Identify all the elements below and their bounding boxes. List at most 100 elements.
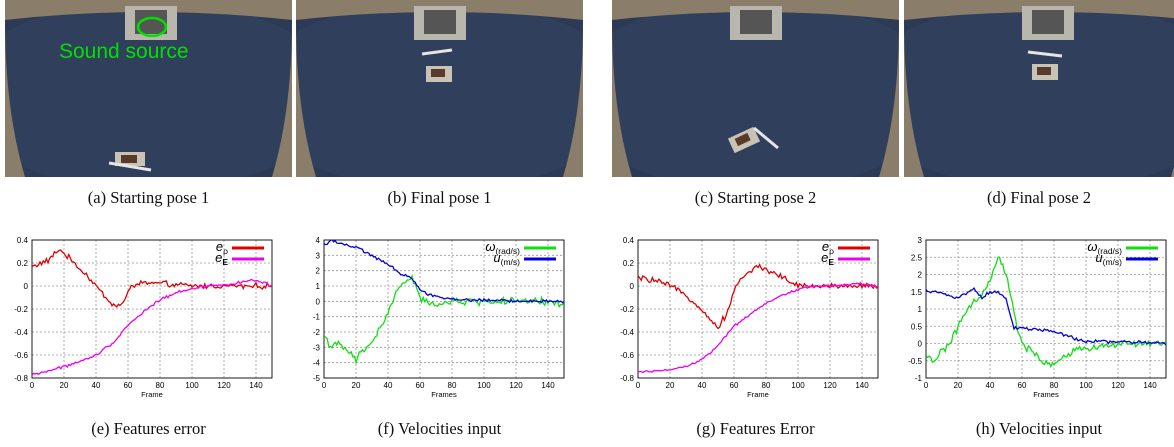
x-tick-label: 140	[855, 381, 869, 390]
x-tick-label: 40	[698, 381, 707, 390]
x-tick-label: 100	[185, 381, 199, 390]
photo-starting-pose-1: Sound source	[5, 0, 292, 177]
x-tick-label: 60	[1018, 381, 1027, 390]
legend-label: eE	[215, 250, 228, 267]
x-tick-label: 100	[791, 381, 805, 390]
chart-velocities-input-2: 0 20 40 60 80 100 120 140 -1 -0.5 0 0.5 1 1.5 2 2.5 3 Fra…	[908, 236, 1167, 399]
x-tick-label: 20	[60, 381, 69, 390]
y-tick-label: 0	[630, 282, 635, 291]
caption-g: (g) Features Error	[696, 419, 815, 438]
x-tick-label: 140	[249, 381, 263, 390]
y-tick-label: 1	[918, 305, 923, 314]
legend-label: eρ	[822, 239, 834, 256]
y-tick-label: -4	[313, 359, 321, 368]
x-tick-label: 0	[30, 381, 35, 390]
y-tick-label: -0.8	[620, 374, 634, 383]
caption-h: (h) Velocities input	[975, 419, 1103, 438]
x-tick-label: 80	[1050, 381, 1059, 390]
x-tick-label: 100	[477, 381, 491, 390]
y-tick-label: 0.5	[911, 322, 923, 331]
sound-source-label: Sound source	[59, 40, 189, 63]
plot-frame	[31, 239, 273, 379]
y-tick-label: -1	[915, 374, 923, 383]
y-tick-label: 2	[316, 267, 321, 276]
legend-label: ω(rad/s)	[1087, 239, 1122, 256]
series-line	[926, 286, 1166, 346]
legend: ω(rad/s)u(m/s)	[485, 239, 556, 267]
caption-a: (a) Starting pose 1	[87, 188, 210, 207]
y-tick-label: -0.6	[620, 351, 634, 360]
x-tick-label: 80	[762, 381, 771, 390]
plot-frame	[925, 239, 1167, 379]
y-tick-label: 0.4	[623, 236, 635, 245]
series-line	[324, 240, 564, 304]
photo-final-pose-1	[296, 0, 583, 177]
robot	[1027, 50, 1063, 80]
y-tick-label: -0.2	[620, 305, 634, 314]
y-tick-label: 0.4	[17, 236, 29, 245]
x-axis-label: Frame	[141, 390, 163, 399]
x-tick-label: 20	[352, 381, 361, 390]
y-tick-label: -0.4	[14, 328, 28, 337]
y-tick-label: -0.6	[14, 351, 28, 360]
caption-b: (b) Final pose 1	[387, 188, 492, 207]
photo-starting-pose-2	[612, 0, 899, 177]
caption-d: (d) Final pose 2	[986, 188, 1092, 207]
x-tick-label: 80	[156, 381, 165, 390]
y-tick-label: 4	[316, 236, 321, 245]
x-tick-label: 140	[1143, 381, 1157, 390]
robot	[421, 48, 453, 82]
y-tick-label: -2	[313, 328, 321, 337]
series-line	[32, 278, 272, 376]
plot-frame	[323, 239, 565, 379]
x-tick-label: 120	[1111, 381, 1125, 390]
caption-c: (c) Starting pose 2	[694, 188, 817, 207]
y-tick-label: 0.2	[17, 259, 29, 268]
grid	[32, 240, 272, 378]
y-tick-label: -1	[313, 313, 321, 322]
series-line	[32, 249, 272, 308]
robot	[727, 126, 779, 154]
y-tick-label: 2.5	[911, 253, 923, 262]
y-tick-label: -0.5	[908, 357, 922, 366]
y-tick-label: -5	[313, 374, 321, 383]
series-line	[638, 281, 878, 374]
legend-label: u(m/s)	[493, 250, 520, 267]
y-tick-label: 2	[918, 271, 923, 280]
x-tick-label: 40	[986, 381, 995, 390]
x-tick-label: 0	[322, 381, 327, 390]
grid	[324, 240, 564, 378]
photo-final-pose-2	[904, 0, 1174, 177]
plot-frame	[637, 239, 879, 379]
y-tick-label: 0	[316, 297, 321, 306]
legend-label: ω(rad/s)	[485, 239, 520, 256]
x-tick-label: 120	[823, 381, 837, 390]
legend-label: u(m/s)	[1095, 250, 1122, 267]
y-tick-label: 3	[316, 251, 321, 260]
y-tick-label: 0	[918, 340, 923, 349]
grid	[638, 240, 878, 378]
chart-features-error-1: 0 20 40 60 80 100 120 140 -0.8 -0.6 -0.4 -0.2 0 0.2 0.…	[14, 236, 273, 399]
y-tick-label: -0.2	[14, 305, 28, 314]
x-axis-label: Frames	[1033, 390, 1059, 399]
grid	[926, 240, 1166, 378]
x-tick-label: 140	[541, 381, 555, 390]
y-tick-label: -0.8	[14, 374, 28, 383]
legend-label: eρ	[216, 239, 228, 256]
x-tick-label: 120	[217, 381, 231, 390]
y-tick-label: -0.4	[620, 328, 634, 337]
x-tick-label: 40	[384, 381, 393, 390]
legend: ω(rad/s)u(m/s)	[1087, 239, 1158, 267]
x-tick-label: 120	[509, 381, 523, 390]
y-tick-label: -3	[313, 343, 321, 352]
y-tick-label: 3	[918, 236, 923, 245]
x-tick-label: 40	[92, 381, 101, 390]
x-tick-label: 20	[666, 381, 675, 390]
x-tick-label: 20	[954, 381, 963, 390]
series-line	[324, 273, 564, 365]
x-axis-label: Frame	[747, 390, 769, 399]
caption-e: (e) Features error	[91, 419, 206, 438]
series-line	[638, 263, 878, 330]
